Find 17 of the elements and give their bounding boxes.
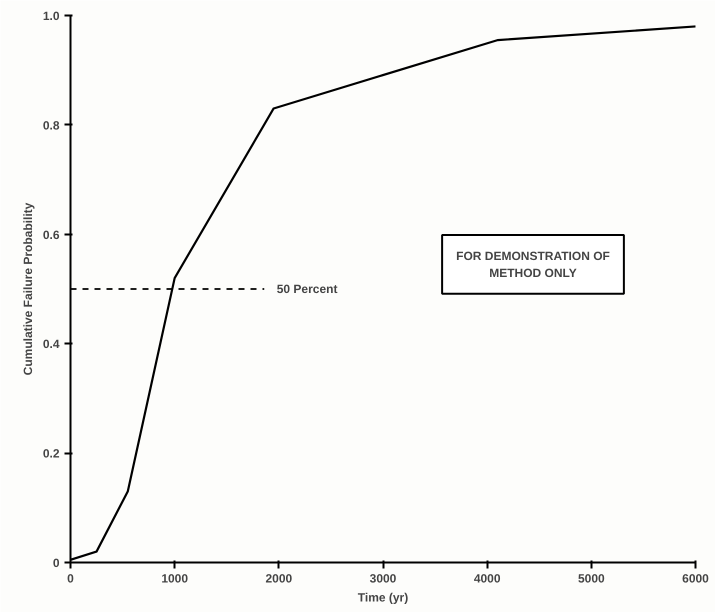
x-axis-title: Time (yr) [358,590,408,604]
x-tick-label: 3000 [370,572,397,586]
ref-line-label: 50 Percent [276,282,338,296]
annotation: FOR DEMONSTRATION OF METHOD ONLY [456,248,610,280]
y-tick-label: 0.8 [42,118,60,132]
x-tick-label: 1000 [161,572,188,586]
x-tick-label: 2000 [265,572,293,586]
y-tick-label: 1.0 [42,9,60,23]
x-tick-label: 5000 [578,572,606,586]
x-tick-label: 4000 [474,572,501,586]
y-tick-label: 0.6 [42,228,60,242]
y-axis-title: Cumulative Failure Probability [20,202,35,376]
x-tick-label: 6000 [682,572,710,586]
x-tick-label: 0 [67,572,74,586]
y-tick-label: 0 [52,556,60,570]
y-tick-label: 0.2 [42,446,60,461]
y-tick-label: 0.4 [42,337,60,352]
